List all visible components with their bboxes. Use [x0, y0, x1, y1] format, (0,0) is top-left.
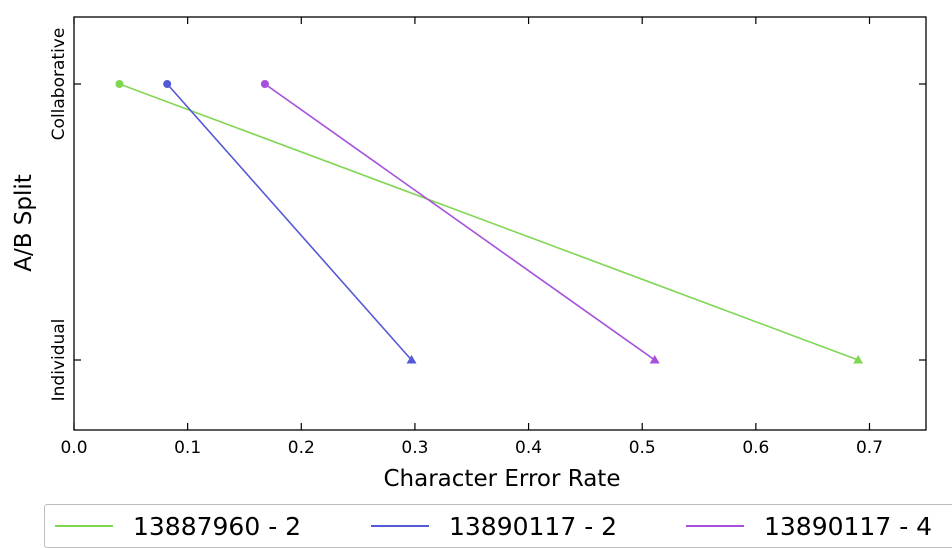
- x-axis: 0.0 0.1 0.2 0.3 0.4 0.5 0.6 0.7: [60, 17, 883, 458]
- legend-swatch-series-2: [371, 525, 429, 527]
- series-line-1: [119, 83, 859, 361]
- legend: 13887960 - 2 13890117 - 2 13890117 - 4: [44, 504, 952, 548]
- legend-swatch-series-1: [55, 525, 113, 527]
- y-axis: Collaborative Individual: [49, 28, 926, 402]
- series-point-triangle: [406, 355, 417, 364]
- series-point-circle: [115, 80, 124, 88]
- x-tick-label: 0.5: [629, 438, 656, 458]
- y-tick-label: Individual: [49, 319, 69, 402]
- plot-frame: [73, 16, 927, 431]
- series-line-2: [166, 83, 413, 361]
- x-tick-label: 0.4: [515, 438, 542, 458]
- y-axis-title: A/B Split: [11, 174, 37, 272]
- series-point-circle: [163, 80, 172, 88]
- x-tick-label: 0.3: [401, 438, 428, 458]
- legend-label-series-1: 13887960 - 2: [133, 511, 302, 541]
- x-tick-label: 0.1: [174, 438, 201, 458]
- series-layer: [115, 80, 864, 364]
- x-axis-title: Character Error Rate: [384, 466, 621, 492]
- series-point-triangle: [649, 355, 660, 364]
- legend-swatch-series-3: [686, 525, 744, 527]
- legend-item-series-2: 13890117 - 2: [371, 511, 617, 541]
- legend-label-series-2: 13890117 - 2: [449, 511, 618, 541]
- legend-item-series-3: 13890117 - 4: [686, 511, 932, 541]
- legend-label-series-3: 13890117 - 4: [764, 511, 933, 541]
- series-point-circle: [260, 80, 269, 88]
- y-tick-label: Collaborative: [49, 28, 69, 141]
- series-line-3: [264, 83, 656, 361]
- x-tick-label: 0.7: [856, 438, 883, 458]
- series-point-triangle: [853, 355, 864, 364]
- x-tick-label: 0.6: [742, 438, 769, 458]
- x-tick-label: 0.2: [288, 438, 315, 458]
- x-tick-label: 0.0: [60, 438, 87, 458]
- legend-item-series-1: 13887960 - 2: [55, 511, 301, 541]
